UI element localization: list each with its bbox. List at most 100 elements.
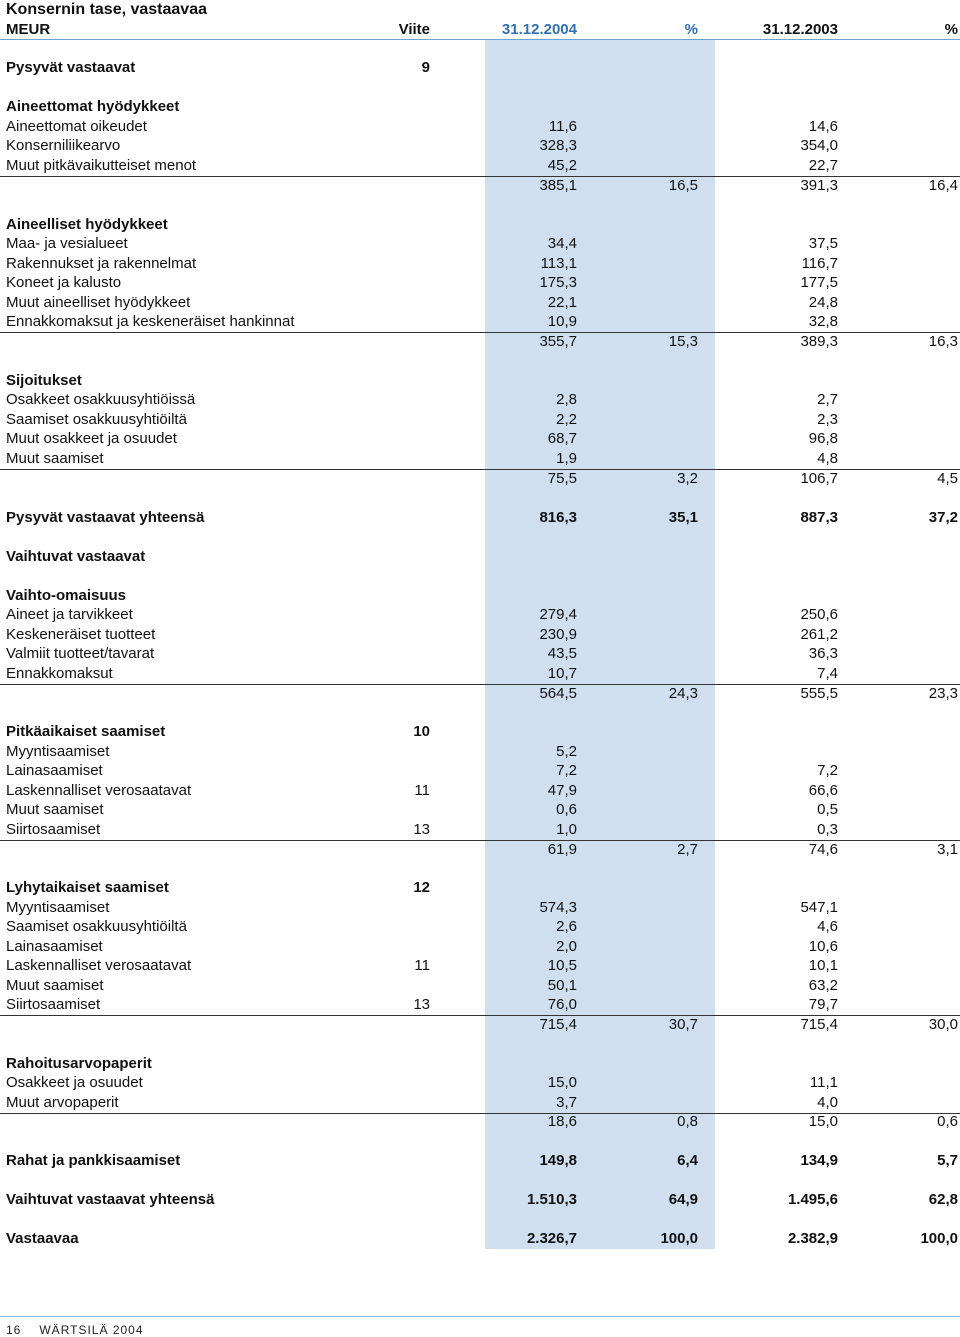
row-label: Lainasaamiset: [6, 938, 103, 955]
row-pct-2003: 30,0: [928, 1016, 958, 1033]
row-pct-2004: 100,0: [660, 1230, 698, 1247]
row-value-2004: 7,2: [556, 762, 577, 779]
row-label: Maa- ja vesialueet: [6, 235, 128, 252]
row-value-2003: 15,0: [808, 1113, 838, 1130]
row-value-2004: 18,6: [547, 1113, 577, 1130]
row-pct-2004: 35,1: [668, 509, 698, 526]
table-row: 564,5 24,3 555,5 23,3: [0, 684, 960, 704]
table-row: Maa- ja vesialueet 34,4 37,5: [0, 234, 960, 254]
row-label: Myyntisaamiset: [6, 743, 110, 760]
row-label: Muut osakkeet ja osuudet: [6, 430, 177, 447]
row-pct-2004: 2,7: [677, 841, 698, 858]
header-unit: MEUR: [6, 21, 51, 38]
table-row: Rahoitusarvopaperit: [0, 1054, 960, 1074]
page-footer: 16 WÄRTSILÄ 2004: [6, 1323, 144, 1337]
table-row: Lyhytaikaiset saamiset 12: [0, 878, 960, 898]
row-value-2003: 37,5: [808, 235, 838, 252]
row-value-2003: 22,7: [808, 157, 838, 174]
row-value-2004: 175,3: [539, 274, 577, 291]
table-row: Siirtosaamiset 13 1,0 0,3: [0, 820, 960, 841]
row-label: Muut aineelliset hyödykkeet: [6, 294, 191, 311]
row-label: Keskeneräiset tuotteet: [6, 626, 156, 643]
header-date-2003: 31.12.2003: [762, 21, 838, 38]
row-pct-2004: 64,9: [668, 1191, 698, 1208]
table-row: Myyntisaamiset 574,3 547,1: [0, 898, 960, 918]
header-date-2004: 31.12.2004: [501, 21, 577, 38]
header-pct-2004: %: [684, 21, 698, 38]
table-row: 385,1 16,5 391,3 16,4: [0, 176, 960, 196]
table-row: Lainasaamiset 7,2 7,2: [0, 761, 960, 781]
row-label: Saamiset osakkuusyhtiöiltä: [6, 411, 187, 428]
table-row: Osakkeet osakkuusyhtiöissä 2,8 2,7: [0, 390, 960, 410]
row-label: Konserniliikearvo: [6, 137, 121, 154]
row-value-2004: 68,7: [547, 430, 577, 447]
footer-rule: [0, 1316, 960, 1317]
row-value-2004: 1,0: [556, 821, 577, 838]
table-row: Muut saamiset 0,6 0,5: [0, 800, 960, 820]
row-value-2003: 261,2: [800, 626, 838, 643]
row-value-2004: 76,0: [547, 996, 577, 1013]
row-value-2003: 116,7: [801, 255, 838, 272]
row-value-2003: 4,8: [817, 450, 838, 467]
row-label: Lainasaamiset: [6, 762, 103, 779]
row-value-2003: 547,1: [800, 899, 838, 916]
row-value-2003: 555,5: [800, 685, 838, 702]
row-value-2004: 75,5: [547, 470, 577, 487]
row-value-2003: 79,7: [808, 996, 838, 1013]
row-note-ref: 13: [413, 821, 430, 838]
table-row: Saamiset osakkuusyhtiöiltä 2,2 2,3: [0, 410, 960, 430]
row-value-2004: 5,2: [556, 743, 577, 760]
row-value-2004: 2,0: [556, 938, 577, 955]
table-row: Valmiit tuotteet/tavarat 43,5 36,3: [0, 644, 960, 664]
row-pct-2004: 6,4: [677, 1152, 698, 1169]
row-label: Aineettomat hyödykkeet: [6, 98, 180, 115]
table-row: Aineelliset hyödykkeet: [0, 215, 960, 235]
row-label: Ennakkomaksut: [6, 665, 113, 682]
table-row: Muut pitkävaikutteiset menot 45,2 22,7: [0, 156, 960, 177]
row-value-2004: 574,3: [539, 899, 577, 916]
row-pct-2004: 30,7: [668, 1016, 698, 1033]
table-row: 355,7 15,3 389,3 16,3: [0, 332, 960, 352]
row-value-2004: 43,5: [547, 645, 577, 662]
table-row: Saamiset osakkuusyhtiöiltä 2,6 4,6: [0, 917, 960, 937]
row-label: Muut pitkävaikutteiset menot: [6, 157, 197, 174]
row-label: Rahat ja pankkisaamiset: [6, 1152, 181, 1169]
table-row: 61,9 2,7 74,6 3,1: [0, 840, 960, 860]
row-label: Osakkeet osakkuusyhtiöissä: [6, 391, 196, 408]
row-value-2004: 385,1: [539, 177, 577, 194]
row-value-2004: 279,4: [539, 606, 577, 623]
table-row: Rakennukset ja rakennelmat 113,1 116,7: [0, 254, 960, 274]
row-pct-2004: 3,2: [677, 470, 698, 487]
row-label: Aineelliset hyödykkeet: [6, 216, 168, 233]
table-row: Siirtosaamiset 13 76,0 79,7: [0, 995, 960, 1016]
row-label: Pysyvät vastaavat yhteensä: [6, 509, 205, 526]
table-row: Pysyvät vastaavat yhteensä 816,3 35,1 887,3…: [0, 508, 960, 528]
publication-name: WÄRTSILÄ 2004: [39, 1323, 144, 1337]
row-value-2003: 0,3: [817, 821, 838, 838]
table-row: Muut saamiset 1,9 4,8: [0, 449, 960, 470]
table-row: 75,5 3,2 106,7 4,5: [0, 469, 960, 489]
header-note-ref: Viite: [398, 21, 430, 38]
row-value-2004: 355,7: [539, 333, 577, 350]
table-row: Laskennalliset verosaatavat 11 10,5 10,1: [0, 956, 960, 976]
row-value-2004: 10,5: [547, 957, 577, 974]
row-pct-2003: 4,5: [937, 470, 958, 487]
row-value-2003: 389,3: [800, 333, 838, 350]
row-note-ref: 11: [414, 782, 430, 799]
row-value-2004: 715,4: [539, 1016, 577, 1033]
table-row: Vaihtuvat vastaavat: [0, 547, 960, 567]
row-pct-2003: 23,3: [928, 685, 958, 702]
table-row: Konserniliikearvo 328,3 354,0: [0, 136, 960, 156]
row-value-2004: 45,2: [547, 157, 577, 174]
row-value-2003: 66,6: [808, 782, 838, 799]
header-pct-2003: %: [944, 21, 958, 38]
table-row: Keskeneräiset tuotteet 230,9 261,2: [0, 625, 960, 645]
row-label: Muut arvopaperit: [6, 1094, 119, 1111]
row-value-2003: 63,2: [808, 977, 838, 994]
table-row: Lainasaamiset 2,0 10,6: [0, 937, 960, 957]
table-row: Vaihtuvat vastaavat yhteensä 1.510,3 64,9 1…: [0, 1190, 960, 1210]
row-label: Pysyvät vastaavat: [6, 59, 136, 76]
row-value-2003: 250,6: [800, 606, 838, 623]
row-value-2004: 11,6: [548, 118, 577, 135]
row-label: Laskennalliset verosaatavat: [6, 957, 192, 974]
